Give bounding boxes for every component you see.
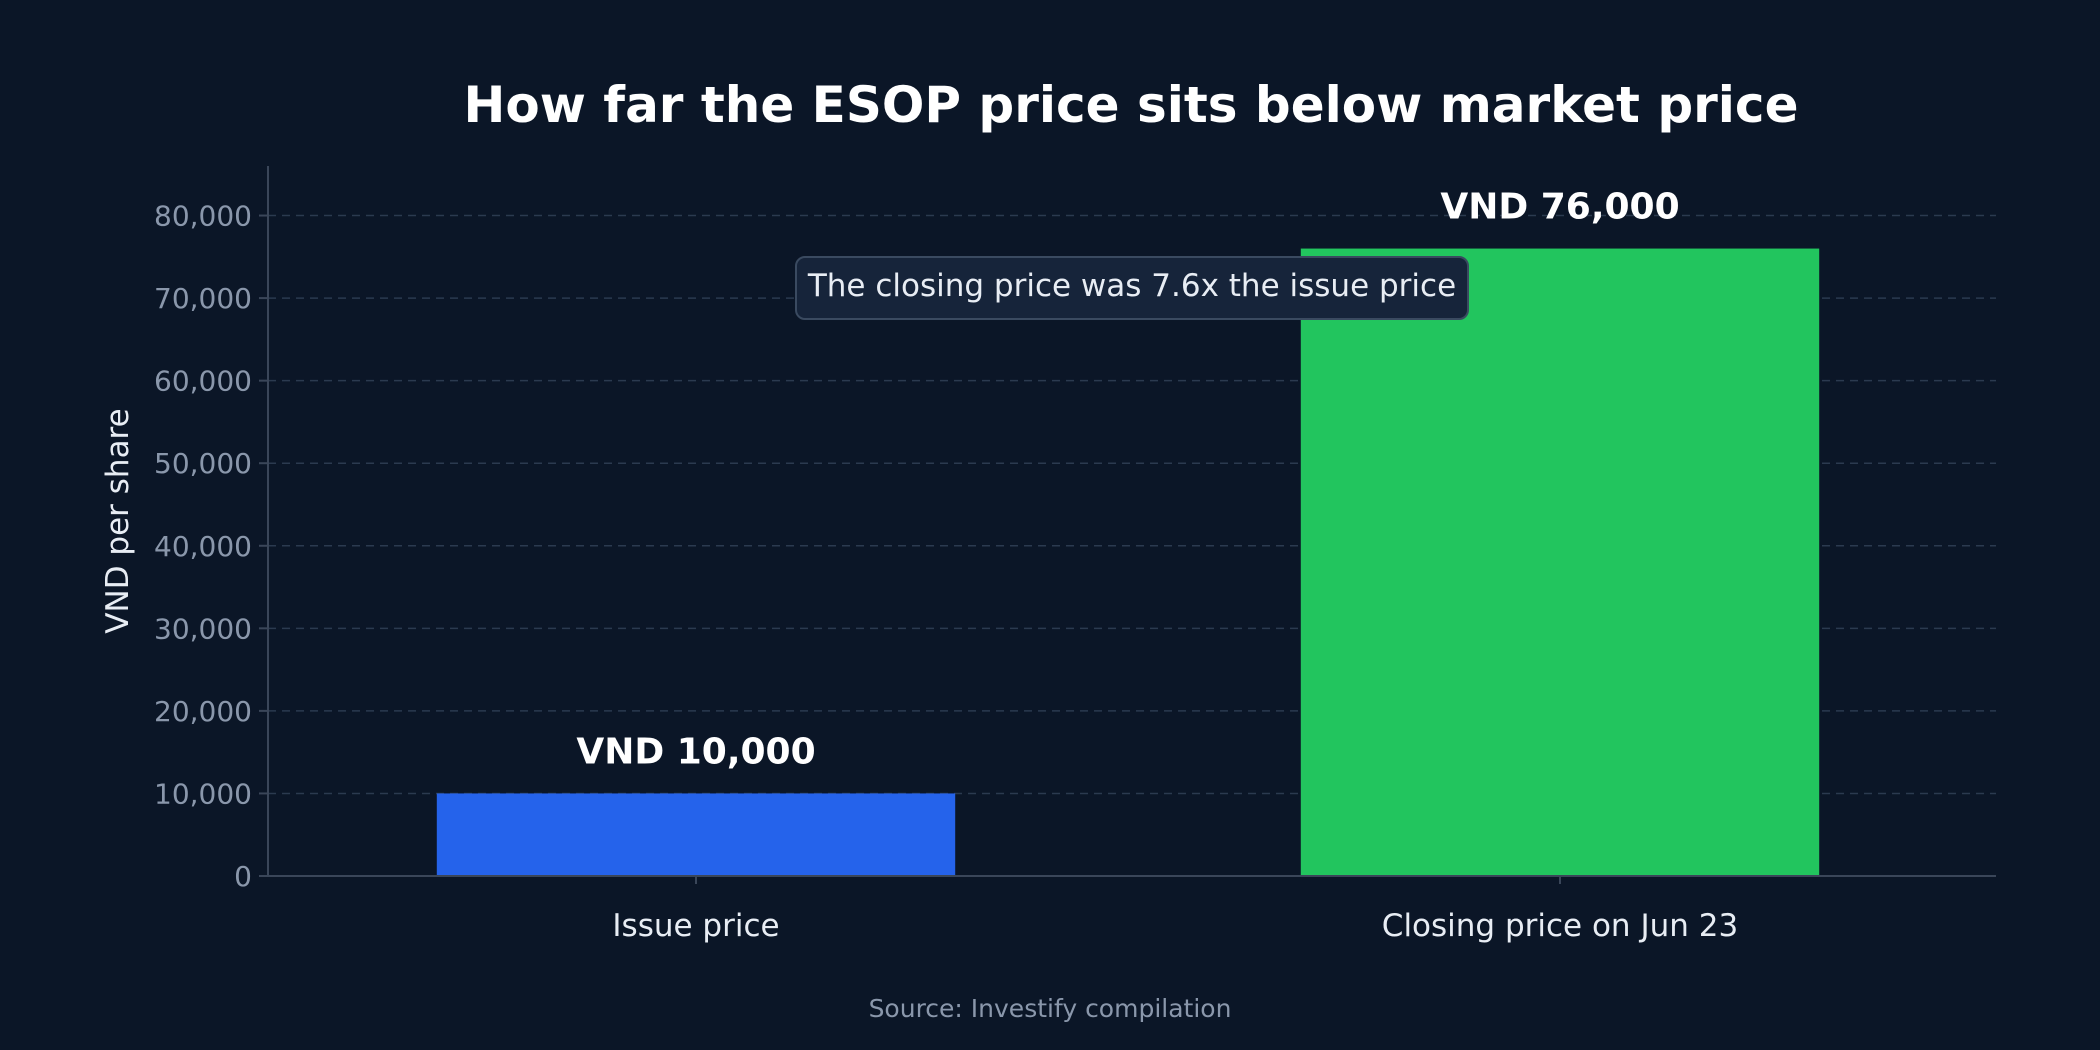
source-note: Source: Investify compilation [869,994,1232,1023]
x-tick-label: Issue price [612,908,779,944]
bar [436,793,956,876]
chart-title: How far the ESOP price sits below market… [464,76,1799,134]
y-tick-label: 10,000 [154,777,252,810]
annotation-box: The closing price was 7.6x the issue pri… [795,256,1469,320]
x-tick-label: Closing price on Jun 23 [1382,908,1738,944]
annotation-background [795,256,1469,320]
bars [436,248,1820,877]
y-tick-label: 60,000 [154,365,252,398]
data-label: VND 76,000 [1440,187,1679,228]
y-tick-label: 30,000 [154,612,252,645]
y-tick-label: 80,000 [154,200,252,233]
x-tick-labels: Issue price Closing price on Jun 23 [612,876,1738,944]
data-label: VND 10,000 [576,731,815,772]
y-tick-label: 20,000 [154,695,252,728]
data-labels: VND 10,000 VND 76,000 [576,187,1679,773]
y-tick-label: 50,000 [154,447,252,480]
y-tick-label: 40,000 [154,530,252,563]
y-tick-label: 70,000 [154,282,252,315]
y-tick-labels: 0 10,000 20,000 30,000 40,000 50,000 60,000 70,… [154,200,268,893]
y-tick-label: 0 [234,860,252,893]
bar [1300,248,1820,877]
y-axis-label: VND per share [100,408,136,633]
annotation-text: The closing price was 7.6x the issue pri… [807,268,1456,304]
